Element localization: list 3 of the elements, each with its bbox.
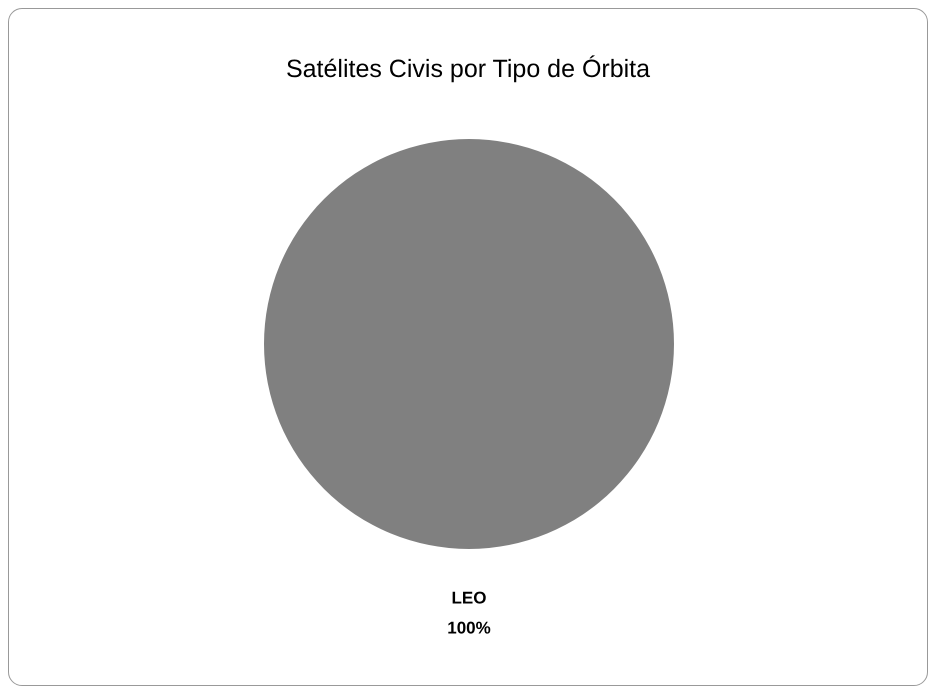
chart-title: Satélites Civis por Tipo de Órbita: [284, 55, 652, 84]
slice-label: LEO: [452, 588, 486, 608]
data-label: 100%: [447, 618, 491, 638]
